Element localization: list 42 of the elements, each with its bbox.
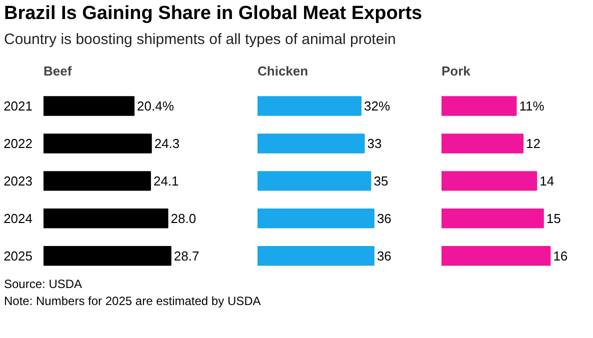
text: Country is boosting shipments of all types of animal protein bbox=[4, 30, 397, 50]
text: Note: Numbers for 2025 are estimated by USDA bbox=[4, 293, 261, 310]
bar bbox=[442, 171, 538, 191]
bar bbox=[258, 171, 372, 191]
data-label: 28.7 bbox=[174, 248, 200, 264]
y-tick-label: 2024 bbox=[4, 210, 32, 226]
bar bbox=[44, 171, 151, 191]
bar bbox=[442, 208, 544, 228]
chart-title: Pork bbox=[442, 64, 472, 78]
text: Brazil Is Gaining Share in Global Meat Exports bbox=[4, 2, 422, 26]
data-label: 32% bbox=[364, 98, 390, 114]
data-label: 14 bbox=[540, 173, 554, 188]
chart-title: Chicken bbox=[258, 64, 308, 78]
bar bbox=[258, 208, 374, 228]
data-label: 24.3 bbox=[154, 136, 180, 151]
data-label: 35 bbox=[374, 173, 388, 188]
bar bbox=[258, 96, 362, 116]
bar bbox=[44, 96, 135, 116]
data-label: 24.1 bbox=[153, 173, 179, 188]
y-tick-label: 2022 bbox=[4, 136, 32, 151]
bar bbox=[258, 134, 365, 154]
y-tick-label: 2021 bbox=[4, 98, 32, 114]
bar bbox=[258, 246, 374, 266]
source-note: Source: USDA bbox=[4, 276, 84, 293]
bar bbox=[442, 246, 551, 266]
bar bbox=[442, 96, 517, 116]
data-label: 15 bbox=[546, 210, 561, 226]
data-label: 11% bbox=[519, 98, 545, 114]
bar bbox=[44, 246, 172, 266]
data-label: 36 bbox=[376, 210, 392, 226]
bar bbox=[44, 134, 152, 154]
data-label: 12 bbox=[526, 136, 540, 151]
data-label: 36 bbox=[376, 248, 392, 264]
data-label: 16 bbox=[553, 248, 568, 264]
y-tick-label: 2023 bbox=[4, 173, 32, 188]
y-tick-label: 2025 bbox=[4, 248, 32, 264]
chart-title: Beef bbox=[44, 64, 72, 78]
bar bbox=[44, 208, 168, 228]
data-label: 20.4% bbox=[137, 98, 174, 114]
data-label: 33 bbox=[367, 136, 382, 151]
bar bbox=[442, 134, 524, 154]
data-label: 28.0 bbox=[170, 210, 196, 226]
